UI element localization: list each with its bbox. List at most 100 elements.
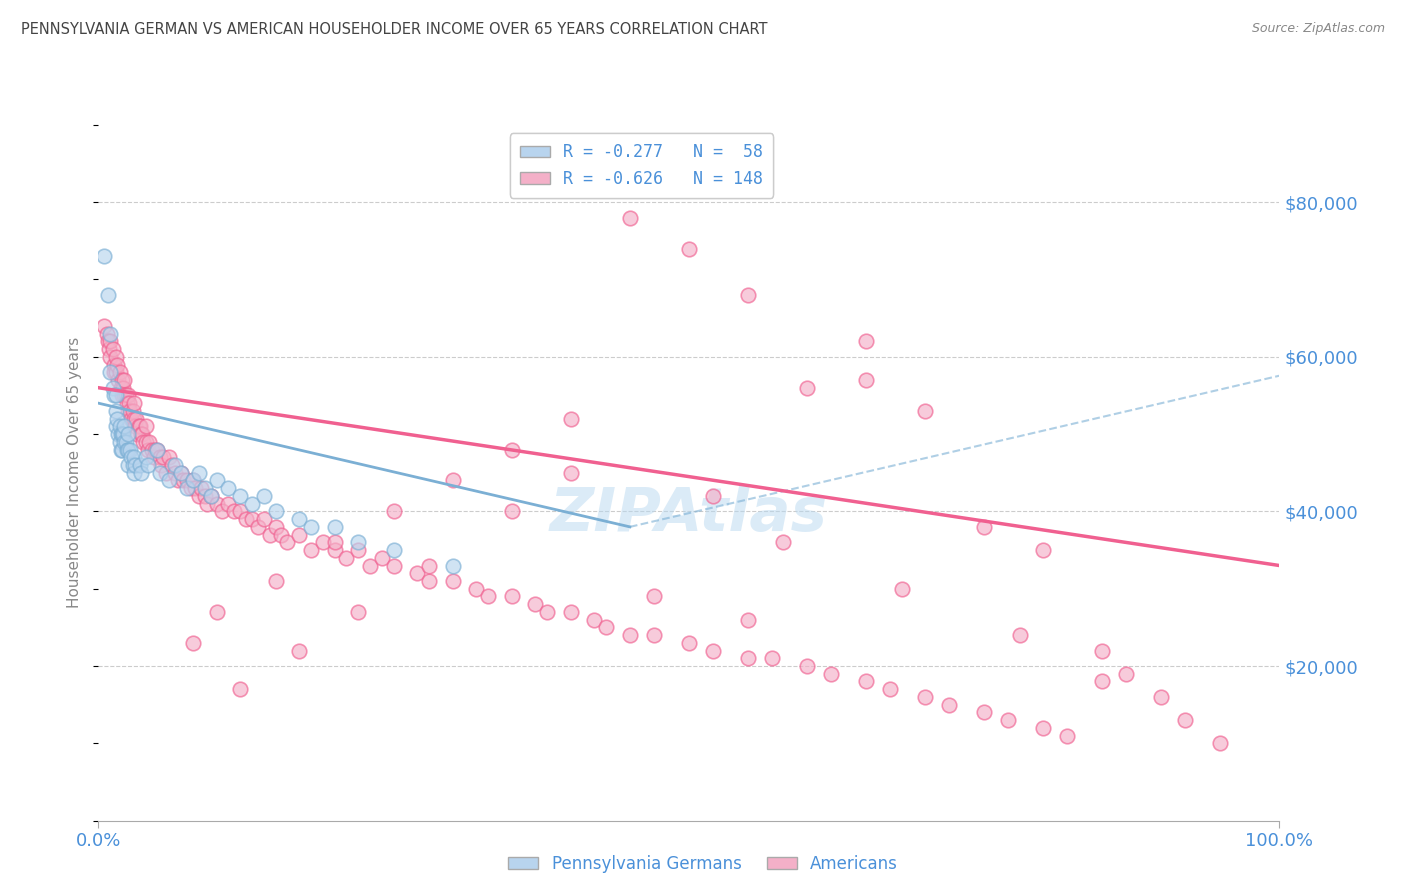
Point	[264, 574, 287, 588]
Point	[190, 481, 212, 495]
Point	[382, 543, 405, 558]
Point	[299, 520, 322, 534]
Point	[465, 582, 488, 596]
Point	[1032, 721, 1054, 735]
Point	[235, 512, 257, 526]
Point	[477, 590, 499, 604]
Point	[1091, 643, 1114, 657]
Point	[128, 419, 150, 434]
Point	[121, 404, 143, 418]
Point	[160, 458, 183, 472]
Point	[152, 450, 174, 465]
Point	[299, 543, 322, 558]
Point	[115, 442, 138, 457]
Point	[157, 450, 180, 465]
Point	[105, 350, 128, 364]
Point	[97, 288, 120, 302]
Point	[166, 474, 188, 488]
Point	[146, 442, 169, 457]
Point	[761, 651, 783, 665]
Point	[121, 411, 143, 425]
Point	[122, 466, 145, 480]
Point	[107, 427, 129, 442]
Point	[98, 334, 121, 349]
Point	[135, 419, 157, 434]
Point	[107, 373, 129, 387]
Text: PENNSYLVANIA GERMAN VS AMERICAN HOUSEHOLDER INCOME OVER 65 YEARS CORRELATION CHA: PENNSYLVANIA GERMAN VS AMERICAN HOUSEHOL…	[21, 22, 768, 37]
Point	[501, 504, 523, 518]
Point	[1008, 628, 1031, 642]
Point	[141, 442, 163, 457]
Point	[101, 342, 124, 356]
Point	[194, 481, 217, 495]
Point	[194, 489, 217, 503]
Point	[259, 527, 281, 541]
Point	[101, 381, 124, 395]
Point	[142, 450, 165, 465]
Point	[110, 427, 132, 442]
Point	[121, 450, 143, 465]
Point	[1209, 736, 1232, 750]
Point	[200, 489, 222, 503]
Point	[165, 466, 187, 480]
Point	[117, 404, 139, 418]
Point	[103, 388, 125, 402]
Point	[93, 318, 115, 333]
Point	[105, 419, 128, 434]
Point	[111, 388, 134, 402]
Point	[117, 427, 139, 442]
Point	[240, 512, 263, 526]
Point	[176, 474, 198, 488]
Point	[270, 527, 292, 541]
Point	[382, 558, 405, 573]
Point	[105, 365, 128, 379]
Point	[150, 458, 173, 472]
Point	[103, 365, 125, 379]
Point	[115, 396, 138, 410]
Point	[1091, 674, 1114, 689]
Point	[643, 628, 665, 642]
Point	[129, 466, 152, 480]
Point	[583, 613, 606, 627]
Point	[138, 434, 160, 449]
Point	[135, 450, 157, 465]
Point	[323, 520, 346, 534]
Point	[246, 520, 269, 534]
Point	[501, 590, 523, 604]
Point	[229, 504, 252, 518]
Point	[678, 636, 700, 650]
Point	[105, 404, 128, 418]
Point	[288, 527, 311, 541]
Point	[737, 288, 759, 302]
Point	[110, 381, 132, 395]
Point	[111, 373, 134, 387]
Point	[371, 550, 394, 565]
Point	[146, 442, 169, 457]
Point	[111, 427, 134, 442]
Text: Source: ZipAtlas.com: Source: ZipAtlas.com	[1251, 22, 1385, 36]
Point	[97, 334, 120, 349]
Point	[132, 434, 155, 449]
Point	[112, 434, 135, 449]
Point	[205, 497, 228, 511]
Point	[406, 566, 429, 581]
Point	[678, 242, 700, 256]
Point	[312, 535, 335, 549]
Point	[136, 458, 159, 472]
Point	[643, 590, 665, 604]
Point	[1150, 690, 1173, 704]
Point	[120, 442, 142, 457]
Point	[181, 636, 204, 650]
Point	[122, 450, 145, 465]
Point	[1056, 729, 1078, 743]
Point	[973, 706, 995, 720]
Point	[737, 651, 759, 665]
Point	[112, 388, 135, 402]
Point	[347, 535, 370, 549]
Point	[335, 550, 357, 565]
Point	[96, 326, 118, 341]
Point	[820, 666, 842, 681]
Point	[124, 458, 146, 472]
Point	[217, 497, 239, 511]
Point	[737, 613, 759, 627]
